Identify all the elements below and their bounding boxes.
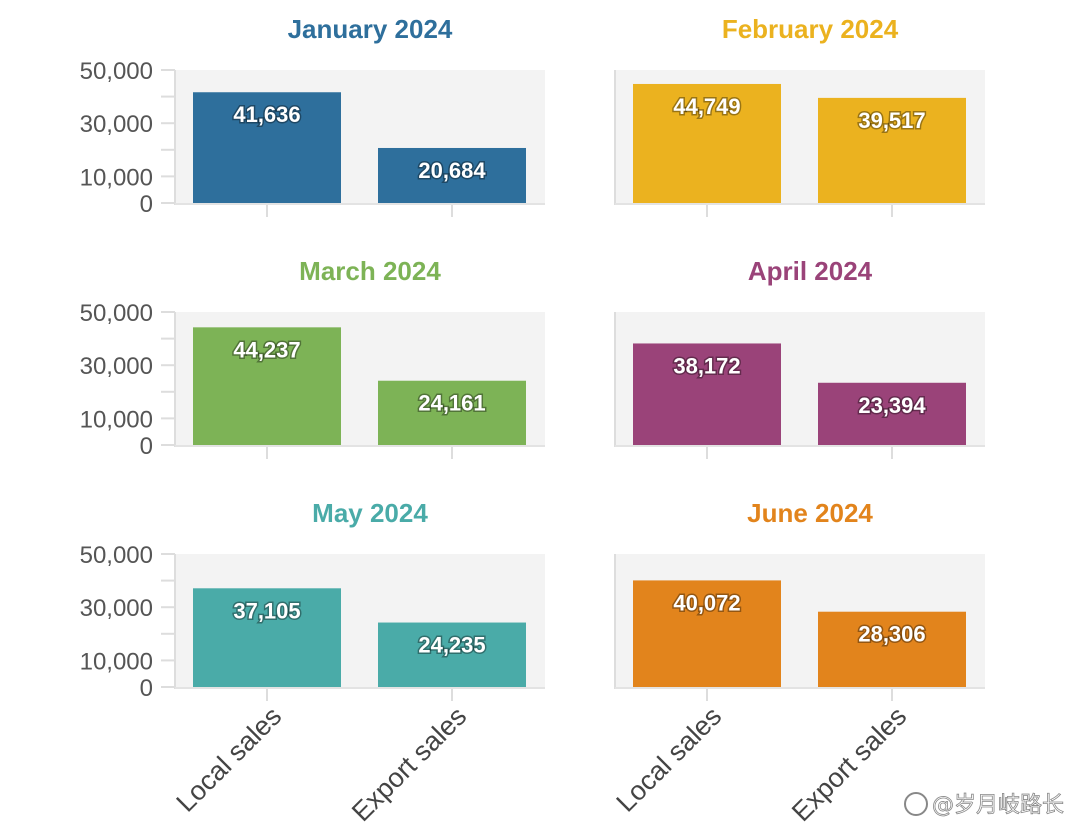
y-tick-label: 30,000 [80,111,153,138]
x-category-label: Export sales [786,701,912,827]
panel-title: June 2024 [747,498,873,528]
panel-title: April 2024 [748,256,873,286]
panel-title: February 2024 [722,14,899,44]
panel-title: January 2024 [288,14,453,44]
bar-local-sales [193,327,341,445]
bar-export-sales [378,622,526,687]
bar-local-sales [633,343,781,445]
bar-local-sales [633,83,781,203]
y-tick-label: 0 [140,191,153,218]
bar-export-sales [378,147,526,203]
panel-january-2024: January 2024 010,000 30,000 50,000 41,636 20,… [80,14,545,218]
y-tick-label: 10,000 [80,164,153,191]
bar-export-sales [818,97,966,203]
panel-march-2024: March 2024 010,000 30,000 50,000 44,237 24,16… [80,256,545,460]
y-tick-label: 50,000 [80,58,153,85]
panel-april-2024: April 2024 38,172 23,394 [614,256,985,459]
bar-value-label: 38,172 [673,353,740,378]
bar-value-label: 44,237 [233,337,300,362]
x-category-label: Local sales [611,701,728,818]
bar-export-sales [378,380,526,445]
y-tick-label: 10,000 [80,648,153,675]
panel-title: March 2024 [299,256,441,286]
bar-value-label: 40,072 [673,590,740,615]
y-tick-label: 0 [140,675,153,702]
bar-local-sales [633,580,781,687]
weibo-logo-icon [904,792,928,816]
y-tick-label: 0 [140,433,153,460]
y-tick-label: 30,000 [80,595,153,622]
y-tick-label: 50,000 [80,542,153,569]
bar-value-label: 41,636 [233,102,300,127]
bar-value-label: 37,105 [233,598,300,623]
bar-value-label: 44,749 [673,94,740,119]
x-category-label: Local sales [171,701,288,818]
x-category-label: Export sales [346,701,472,827]
bar-export-sales [818,611,966,687]
bar-value-label: 20,684 [418,158,486,183]
bar-export-sales [818,382,966,445]
panel-may-2024: May 2024 010,000 30,000 50,000 37,105 24,235 [80,498,545,702]
bar-local-sales [193,588,341,687]
bar-value-label: 28,306 [858,622,925,647]
watermark: @岁月岐路长 [904,792,1064,818]
bar-value-label: 24,161 [418,391,485,416]
panel-title: May 2024 [312,498,428,528]
bar-local-sales [193,92,341,203]
y-tick-label: 30,000 [80,353,153,380]
bar-value-label: 23,394 [858,393,926,418]
y-tick-label: 10,000 [80,406,153,433]
bar-value-label: 39,517 [858,108,925,133]
watermark-text: @岁月岐路长 [932,793,1064,818]
panel-february-2024: February 2024 44,749 39,517 [614,14,985,217]
bar-value-label: 24,235 [418,633,485,658]
y-tick-label: 50,000 [80,300,153,327]
panel-june-2024: June 2024 40,072 28,306 [614,498,985,701]
